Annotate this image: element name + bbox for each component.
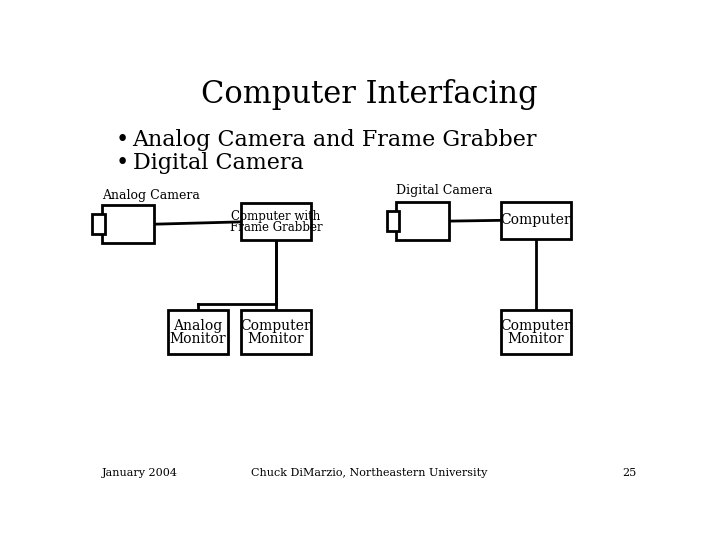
Text: •: • <box>116 152 129 174</box>
Bar <box>396 202 449 240</box>
Text: Computer Interfacing: Computer Interfacing <box>201 78 537 110</box>
Text: Digital Camera: Digital Camera <box>396 184 492 197</box>
Text: Monitor: Monitor <box>248 332 305 346</box>
Text: Monitor: Monitor <box>508 332 564 346</box>
Bar <box>500 202 570 239</box>
Text: Analog: Analog <box>173 319 222 333</box>
Text: •: • <box>116 129 129 151</box>
Text: Computer: Computer <box>500 319 571 333</box>
Bar <box>92 214 104 234</box>
Text: Computer with: Computer with <box>231 210 320 223</box>
Bar <box>102 205 154 244</box>
Bar <box>241 204 311 240</box>
Text: Analog Camera: Analog Camera <box>102 189 199 202</box>
Text: Chuck DiMarzio, Northeastern University: Chuck DiMarzio, Northeastern University <box>251 468 487 478</box>
Text: Monitor: Monitor <box>169 332 226 346</box>
Text: Computer: Computer <box>240 319 311 333</box>
Text: January 2004: January 2004 <box>102 468 178 478</box>
Text: Digital Camera: Digital Camera <box>132 152 303 174</box>
Text: Computer: Computer <box>500 213 571 227</box>
Bar <box>241 309 311 354</box>
Bar <box>500 309 570 354</box>
Text: 25: 25 <box>622 468 636 478</box>
Text: Analog Camera and Frame Grabber: Analog Camera and Frame Grabber <box>132 129 537 151</box>
Text: Frame Grabber: Frame Grabber <box>230 221 323 234</box>
Bar <box>168 309 228 354</box>
Bar <box>387 211 399 231</box>
